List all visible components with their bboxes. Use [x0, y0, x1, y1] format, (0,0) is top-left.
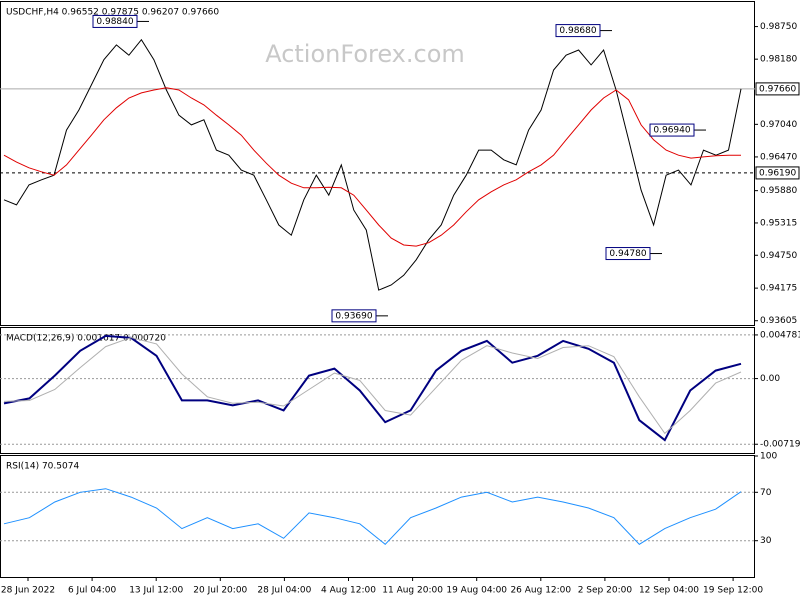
annotation-label: 0.98680: [559, 26, 596, 36]
y-tick-label: 0.94750: [760, 251, 797, 261]
x-tick-label: 12 Sep 04:00: [639, 586, 699, 596]
x-tick-label: 19 Sep 12:00: [703, 586, 763, 596]
y-tick-label: 70: [760, 488, 772, 498]
x-tick-label: 20 Jul 20:00: [193, 586, 247, 596]
series-line: [3, 334, 742, 442]
x-tick-label: 19 Aug 04:00: [446, 586, 507, 596]
annotation-label: 0.96940: [653, 126, 690, 136]
x-tick-label: 26 Aug 12:00: [510, 586, 571, 596]
series-line: [3, 38, 742, 291]
series-line: [3, 488, 742, 545]
x-tick-label: 4 Aug 12:00: [321, 586, 376, 596]
x-tick-label: 6 Jul 04:00: [68, 586, 117, 596]
annotation-box: [649, 123, 695, 137]
y-tick-label: 0.98180: [760, 55, 797, 65]
annotation-box: [331, 309, 377, 323]
y-tick-label: 0.00: [760, 374, 780, 384]
rsi-panel: [0, 455, 755, 578]
x-tick-label: 28 Jun 2022: [1, 586, 55, 596]
series-line: [3, 336, 742, 435]
price-panel: [0, 1, 755, 326]
panel-title: RSI(14) 70.5074: [6, 462, 79, 472]
x-tick-label: 28 Jul 04:00: [257, 586, 311, 596]
y-tick-label: 0.97040: [760, 120, 797, 130]
y-tick-label: 30: [760, 536, 772, 546]
panel-title: USDCHF,H4 0.96552 0.97875 0.96207 0.9766…: [6, 8, 219, 18]
x-tick-label: 11 Aug 20:00: [382, 586, 443, 596]
y-tick-label: -0.007191: [760, 440, 800, 450]
level-label: 0.97660: [759, 84, 796, 94]
x-tick-label: 13 Jul 12:00: [129, 586, 183, 596]
y-tick-label: 0.94175: [760, 284, 797, 294]
y-tick-label: 0.93605: [760, 316, 797, 326]
level-label-box: [755, 166, 800, 180]
panel-title: MACD(12,26,9) 0.001617 0.000720: [6, 334, 166, 344]
annotation-label: 0.94780: [609, 249, 646, 259]
x-tick-label: 2 Sep 20:00: [578, 586, 633, 596]
series-line: [3, 87, 741, 247]
y-tick-label: 0.96470: [760, 152, 797, 162]
annotation-box: [605, 247, 651, 261]
y-tick-label: 0.95315: [760, 218, 797, 228]
y-tick-label: 0.004781: [760, 330, 800, 340]
y-tick-label: 0.95880: [760, 186, 797, 196]
annotation-label: 0.98840: [96, 17, 133, 27]
level-label: 0.96190: [759, 168, 796, 178]
watermark: ActionForex.com: [265, 40, 465, 68]
macd-panel: [0, 327, 755, 454]
annotation-box: [92, 14, 138, 28]
level-label-box: [755, 82, 800, 96]
annotation-label: 0.93690: [335, 311, 372, 321]
y-tick-label: 100: [760, 452, 777, 462]
annotation-box: [555, 24, 601, 38]
y-tick-label: 0.98750: [760, 22, 797, 32]
